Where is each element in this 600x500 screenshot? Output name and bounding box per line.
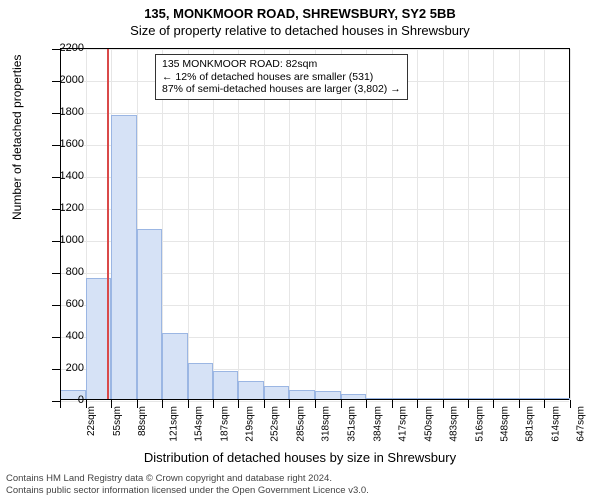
gridline-v — [289, 49, 290, 400]
x-axis — [60, 399, 569, 400]
y-tick-label: 1600 — [44, 138, 84, 150]
y-tick-label: 1000 — [44, 234, 84, 246]
x-tick-label: 516sqm — [474, 406, 485, 442]
x-tick-label: 154sqm — [194, 406, 205, 442]
x-tick — [111, 400, 112, 408]
x-tick — [417, 400, 418, 408]
x-tick-label: 219sqm — [244, 406, 255, 442]
marker-line — [107, 49, 109, 400]
x-tick — [188, 400, 189, 408]
histogram-bar — [188, 363, 214, 400]
y-tick-label: 1800 — [44, 106, 84, 118]
gridline-v — [468, 49, 469, 400]
x-tick — [366, 400, 367, 408]
histogram-bar — [238, 381, 264, 400]
histogram-bar — [264, 386, 290, 400]
y-tick-label: 1200 — [44, 202, 84, 214]
gridline-v — [443, 49, 444, 400]
y-tick-label: 200 — [44, 362, 84, 374]
y-axis — [60, 49, 61, 400]
x-tick — [86, 400, 87, 408]
footer-attribution: Contains HM Land Registry data © Crown c… — [6, 473, 369, 496]
x-tick-label: 614sqm — [550, 406, 561, 442]
x-tick — [264, 400, 265, 408]
annotation-line-2: ← 12% of detached houses are smaller (53… — [162, 71, 401, 84]
footer-line-1: Contains HM Land Registry data © Crown c… — [6, 473, 369, 484]
gridline-v — [315, 49, 316, 400]
histogram-bar — [162, 333, 188, 400]
x-tick-label: 318sqm — [321, 406, 332, 442]
gridline-v — [341, 49, 342, 400]
x-tick — [544, 400, 545, 408]
annotation-line-3: 87% of semi-detached houses are larger (… — [162, 83, 401, 96]
histogram-bar — [111, 115, 137, 400]
gridline-v — [493, 49, 494, 400]
x-tick — [315, 400, 316, 408]
x-tick — [341, 400, 342, 408]
gridline-v — [213, 49, 214, 400]
y-tick-label: 1400 — [44, 170, 84, 182]
x-tick-label: 22sqm — [86, 406, 97, 436]
histogram-bar — [213, 371, 239, 400]
histogram-bar — [137, 229, 163, 400]
x-tick-label: 285sqm — [295, 406, 306, 442]
x-tick — [468, 400, 469, 408]
gridline-v — [264, 49, 265, 400]
x-tick-label: 581sqm — [525, 406, 536, 442]
gridline-v — [366, 49, 367, 400]
gridline-v — [544, 49, 545, 400]
x-tick-label: 55sqm — [112, 406, 123, 436]
x-tick — [289, 400, 290, 408]
gridline-v — [570, 49, 571, 400]
y-tick-label: 400 — [44, 330, 84, 342]
x-tick-label: 121sqm — [168, 406, 179, 442]
x-tick — [392, 400, 393, 408]
x-tick-label: 450sqm — [423, 406, 434, 442]
x-tick-label: 417sqm — [398, 406, 409, 442]
x-tick — [213, 400, 214, 408]
gridline-v — [519, 49, 520, 400]
x-tick — [238, 400, 239, 408]
x-tick-label: 548sqm — [499, 406, 510, 442]
y-tick-label: 800 — [44, 266, 84, 278]
y-tick-label: 2200 — [44, 42, 84, 54]
x-tick-label: 187sqm — [219, 406, 230, 442]
x-tick — [519, 400, 520, 408]
gridline-v — [392, 49, 393, 400]
histogram-chart: 22sqm55sqm88sqm121sqm154sqm187sqm219sqm2… — [60, 48, 570, 400]
x-tick-label: 252sqm — [270, 406, 281, 442]
gridline-v — [188, 49, 189, 400]
y-axis-label: Number of detached properties — [10, 55, 24, 220]
x-tick-label: 483sqm — [449, 406, 460, 442]
annotation-line-1: 135 MONKMOOR ROAD: 82sqm — [162, 58, 401, 71]
x-tick-label: 88sqm — [137, 406, 148, 436]
gridline-v — [238, 49, 239, 400]
footer-line-2: Contains public sector information licen… — [6, 485, 369, 496]
x-tick-label: 647sqm — [576, 406, 587, 442]
x-axis-label: Distribution of detached houses by size … — [0, 450, 600, 465]
y-tick-label: 0 — [44, 394, 84, 406]
x-tick — [162, 400, 163, 408]
x-tick — [493, 400, 494, 408]
page-title: 135, MONKMOOR ROAD, SHREWSBURY, SY2 5BB — [0, 0, 600, 21]
y-tick-label: 600 — [44, 298, 84, 310]
x-tick — [137, 400, 138, 408]
y-tick-label: 2000 — [44, 74, 84, 86]
x-tick-label: 384sqm — [372, 406, 383, 442]
x-tick-label: 351sqm — [347, 406, 358, 442]
gridline-v — [417, 49, 418, 400]
x-tick — [443, 400, 444, 408]
annotation-box: 135 MONKMOOR ROAD: 82sqm ← 12% of detach… — [155, 54, 408, 100]
page-subtitle: Size of property relative to detached ho… — [0, 21, 600, 38]
x-tick — [570, 400, 571, 408]
